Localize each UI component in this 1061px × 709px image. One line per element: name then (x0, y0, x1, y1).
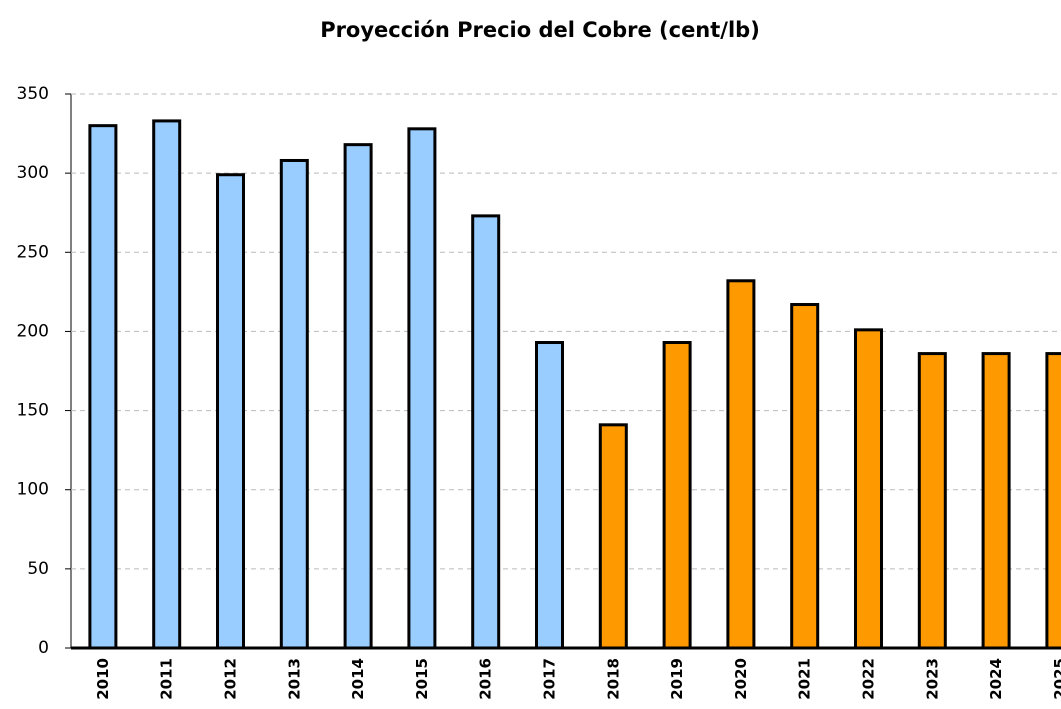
x-tick-label: 2022 (860, 658, 878, 700)
bar (598, 423, 628, 650)
y-tick-label: 150 (17, 401, 49, 421)
bar (917, 352, 947, 650)
x-tick-label: 2011 (158, 658, 176, 700)
y-tick-label: 300 (17, 163, 49, 183)
y-tick-label: 350 (17, 84, 49, 104)
x-tick-label: 2017 (541, 658, 559, 700)
bar (343, 143, 373, 650)
chart-title: Proyección Precio del Cobre (cent/lb) (320, 18, 760, 42)
x-tick-label: 2025 (1051, 658, 1061, 700)
x-tick-label: 2019 (668, 658, 686, 700)
x-tick-label: 2020 (732, 658, 750, 700)
bar (471, 214, 501, 650)
x-tick-label: 2021 (796, 658, 814, 700)
bar (88, 124, 118, 650)
y-tick-label: 0 (38, 638, 49, 658)
x-tick-label: 2024 (987, 658, 1005, 700)
bar (279, 158, 309, 650)
x-tick-label: 2012 (222, 658, 240, 700)
bar (535, 341, 564, 650)
bar (1045, 352, 1061, 650)
x-tick-label: 2018 (604, 658, 622, 700)
y-tick-label: 100 (17, 480, 49, 500)
y-tick-label: 200 (17, 321, 49, 341)
bar (854, 328, 883, 650)
bar (152, 119, 182, 650)
x-tick-label: 2023 (923, 658, 941, 700)
x-tick-label: 2014 (349, 658, 367, 700)
bar (216, 173, 245, 650)
bar (662, 341, 692, 650)
bar (981, 352, 1011, 650)
bar (407, 127, 437, 650)
y-tick-label: 250 (17, 242, 49, 262)
bar (726, 279, 756, 650)
x-tick-label: 2015 (413, 658, 431, 700)
x-tick-label: 2013 (285, 658, 303, 700)
bar (790, 303, 820, 650)
y-tick-label: 50 (27, 559, 49, 579)
x-tick-label: 2010 (94, 658, 112, 700)
x-tick-label: 2016 (477, 658, 495, 700)
